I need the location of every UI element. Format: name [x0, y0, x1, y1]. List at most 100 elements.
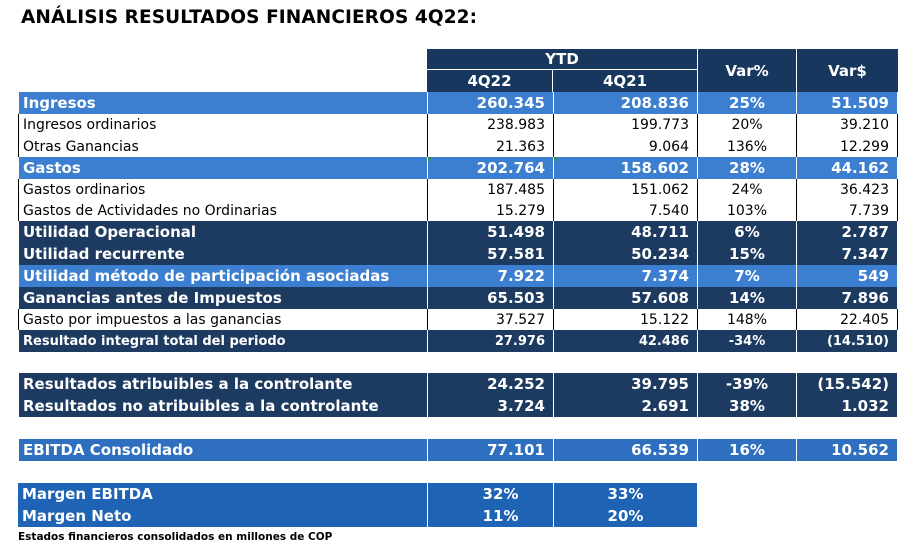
value-var-abs: 51.509	[796, 92, 898, 114]
row-label: Ingresos	[18, 92, 427, 114]
value-4q22: 3.724	[427, 395, 553, 417]
table-row: EBITDA Consolidado 77.101 66.539 16% 10.562	[18, 439, 898, 461]
value-4q22: 260.345	[427, 92, 553, 114]
table-row: Utilidad método de participación asociad…	[18, 265, 898, 287]
value-var-abs: 7.896	[796, 287, 898, 309]
value-var-abs: 39.210	[796, 114, 898, 136]
table-row: Utilidad recurrente 57.581 50.234 15% 7.347	[18, 243, 898, 265]
table-row: Ingresos ordinarios 238.983 199.773 20% 39.2…	[18, 114, 898, 136]
value-var-pct: 148%	[697, 309, 796, 331]
value-var-abs: (15.542)	[796, 373, 898, 395]
row-label: Resultados no atribuibles a la controlan…	[18, 395, 427, 417]
value-4q21: 9.064	[553, 136, 697, 158]
value-4q21: 42.486	[553, 330, 697, 352]
value-var-pct: 136%	[697, 136, 796, 158]
value-4q22: 77.101	[427, 439, 553, 461]
table-row: Resultado integral total del periodo 27.9…	[18, 330, 898, 352]
value-4q21: 158.602	[553, 157, 697, 179]
value-var-abs: 12.299	[796, 136, 898, 158]
table-row: Resultados no atribuibles a la controlan…	[18, 395, 898, 417]
value-4q21: 15.122	[553, 309, 697, 331]
value-4q22: 21.363	[427, 136, 553, 158]
value-4q22: 51.498	[427, 221, 553, 243]
value-var-pct: 24%	[697, 179, 796, 201]
value-var-pct: 6%	[697, 221, 796, 243]
table-row: Gastos 202.764 158.602 28% 44.162	[18, 157, 898, 179]
value-var-abs: 44.162	[796, 157, 898, 179]
table-row: Gastos ordinarios 187.485 151.062 24% 36.423	[18, 179, 898, 201]
value-var-pct: 38%	[697, 395, 796, 417]
row-label: Utilidad Operacional	[18, 221, 427, 243]
page-title: ANÁLISIS RESULTADOS FINANCIEROS 4Q22:	[21, 7, 478, 28]
table-row: Margen EBITDA 32% 33%	[18, 483, 697, 505]
value-var-abs: 36.423	[796, 179, 898, 201]
table-row: Margen Neto 11% 20%	[18, 505, 697, 527]
value-4q21: 50.234	[553, 243, 697, 265]
value-4q21: 57.608	[553, 287, 697, 309]
value-4q22: 57.581	[427, 243, 553, 265]
row-label: Resultado integral total del periodo	[18, 330, 427, 352]
value-var-pct: 28%	[697, 157, 796, 179]
value-4q22: 24.252	[427, 373, 553, 395]
row-label: Gastos ordinarios	[18, 179, 427, 201]
value-4q22: 65.503	[427, 287, 553, 309]
value-var-pct: 103%	[697, 200, 796, 222]
row-label: Gasto por impuestos a las ganancias	[18, 309, 427, 331]
row-label: Utilidad método de participación asociad…	[18, 265, 427, 287]
footnote: Estados financieros consolidados en mill…	[18, 531, 333, 543]
value-var-pct: 20%	[697, 114, 796, 136]
value-4q21: 199.773	[553, 114, 697, 136]
value-var-pct: -39%	[697, 373, 796, 395]
value-var-abs: 7.739	[796, 200, 898, 222]
value-var-abs: (14.510)	[796, 330, 898, 352]
row-label: Utilidad recurrente	[18, 243, 427, 265]
value-4q21: 2.691	[553, 395, 697, 417]
value-var-pct: 25%	[697, 92, 796, 114]
table-row: Gastos de Actividades no Ordinarias 15.27…	[18, 200, 898, 222]
value-var-pct: 15%	[697, 243, 796, 265]
value-4q21: 208.836	[553, 92, 697, 114]
value-4q22: 32%	[427, 483, 553, 505]
table-row: Otras Ganancias 21.363 9.064 136% 12.299	[18, 136, 898, 158]
value-var-pct: -34%	[697, 330, 796, 352]
value-4q21: 151.062	[553, 179, 697, 201]
value-4q22: 11%	[427, 505, 553, 527]
value-var-abs: 1.032	[796, 395, 898, 417]
cell-marker	[428, 157, 433, 162]
row-label: Gastos de Actividades no Ordinarias	[18, 200, 427, 222]
value-4q22: 238.983	[427, 114, 553, 136]
row-label: Resultados atribuibles a la controlante	[18, 373, 427, 395]
value-var-abs: 2.787	[796, 221, 898, 243]
col-header-4q21: 4Q21	[553, 70, 697, 92]
table-row: Utilidad Operacional 51.498 48.711 6% 2.787	[18, 221, 898, 243]
row-label: Gastos	[18, 157, 427, 179]
value-4q22: 202.764	[427, 157, 553, 179]
row-label: EBITDA Consolidado	[18, 439, 427, 461]
value-4q21: 39.795	[553, 373, 697, 395]
col-header-4q22: 4Q22	[427, 70, 553, 92]
value-var-abs: 549	[796, 265, 898, 287]
value-4q22: 37.527	[427, 309, 553, 331]
value-4q22: 187.485	[427, 179, 553, 201]
value-var-pct: 16%	[697, 439, 796, 461]
ytd-header: YTD	[427, 49, 697, 70]
value-4q22: 15.279	[427, 200, 553, 222]
row-label: Ganancias antes de Impuestos	[18, 287, 427, 309]
value-4q21: 7.540	[553, 200, 697, 222]
value-var-abs: 10.562	[796, 439, 898, 461]
value-4q21: 7.374	[553, 265, 697, 287]
value-4q21: 66.539	[553, 439, 697, 461]
cell-marker	[554, 157, 559, 162]
value-var-pct: 14%	[697, 287, 796, 309]
table-row: Resultados atribuibles a la controlante 2…	[18, 373, 898, 395]
value-var-abs: 7.347	[796, 243, 898, 265]
table-row: Gasto por impuestos a las ganancias 37.52…	[18, 309, 898, 331]
row-label: Margen Neto	[22, 507, 132, 525]
row-label: Ingresos ordinarios	[18, 114, 427, 136]
col-header-var-pct: Var%	[697, 49, 796, 92]
row-label: Otras Ganancias	[18, 136, 427, 158]
table-row: Ingresos 260.345 208.836 25% 51.509	[18, 92, 898, 114]
value-4q22: 7.922	[427, 265, 553, 287]
row-label: Margen EBITDA	[22, 485, 153, 503]
col-header-var-abs: Var$	[796, 49, 898, 92]
